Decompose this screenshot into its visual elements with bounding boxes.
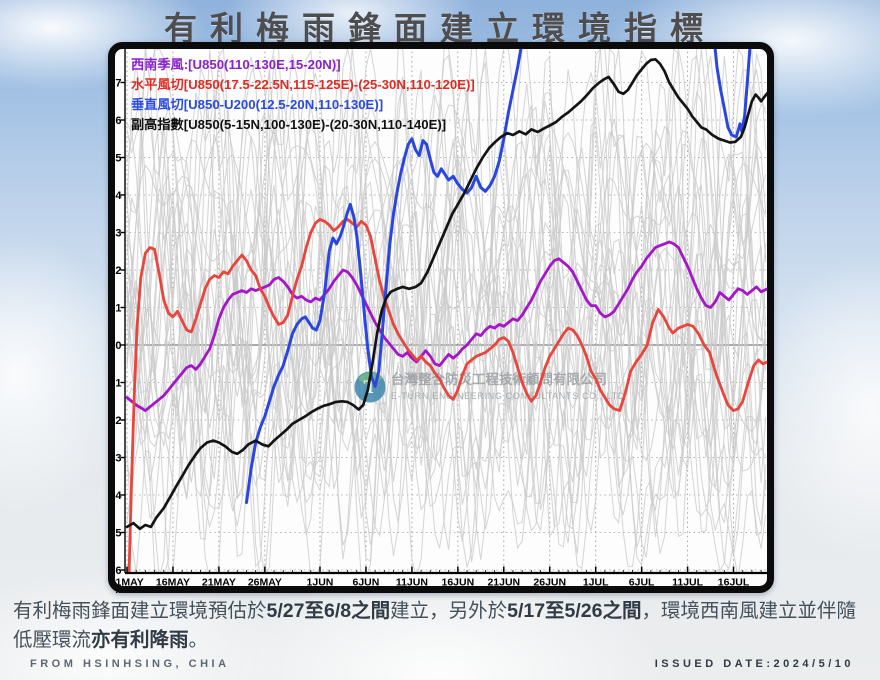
x-tick-label: 26MAY [248, 577, 282, 589]
x-tick-label: 26JUN [533, 577, 566, 589]
summary-text: 有利梅雨鋒面建立環境預估於5/27至6/8之間建立，另外於5/17至5/26之間… [13, 597, 869, 655]
index-series [125, 47, 768, 573]
y-tick-label: 2 [115, 265, 121, 277]
y-tick-label: -2 [112, 415, 122, 427]
y-tick-label: -5 [112, 527, 122, 539]
summary-highlight: 5/27至6/8之間 [266, 600, 391, 622]
y-tick-label: -6 [112, 565, 122, 577]
series-副高指數 [125, 57, 768, 531]
summary-plain: 建立，另外於 [390, 600, 508, 622]
x-tick-label: 16MAY [156, 577, 190, 589]
x-tick-label: 6JUL [629, 577, 655, 589]
issued-date: ISSUED DATE:2024/5/10 [654, 658, 854, 670]
x-tick-label: 1JUN [307, 577, 334, 589]
y-tick-label: 3 [115, 227, 121, 239]
legend-entry: 副高指數[U850(5-15N,100-130E)-(20-30N,110-14… [131, 116, 446, 132]
x-tick-label: 21MAY [202, 577, 236, 589]
series-西南季風 [125, 240, 768, 413]
x-tick-label: 6JUN [353, 577, 380, 589]
x-tick-label: 11JUN [396, 577, 428, 589]
page-title: 有利梅雨鋒面建立環境指標 [164, 10, 716, 47]
y-tick-label: 7 [115, 77, 121, 89]
legend-entry: 水平風切[U850(17.5-22.5N,115-125E)-(25-30N,1… [131, 76, 475, 92]
y-tick-label: 6 [115, 115, 121, 127]
x-tick-label: 1JUL [583, 577, 609, 589]
watermark-company-name-en: E-TURN ENGINEERING CONSULTANTS CO., LTD [391, 391, 625, 401]
chart-frame: T 台灣整合防災工程技術顧問有限公司 E-TURN ENGINEERING CONS… [108, 42, 774, 601]
legend-entry: 垂直風切[U850-U200(12.5-20N,110-130E)] [131, 96, 383, 112]
x-tick-label: 11JUL [672, 577, 704, 589]
summary-plain: 。 [188, 629, 209, 651]
y-tick-label: 1 [115, 302, 121, 314]
x-tick-label: 16JUN [441, 577, 474, 589]
y-tick-label: -4 [112, 490, 123, 502]
summary-plain: 有利梅雨鋒面建立環境預估於 [13, 600, 267, 622]
credit-text: FROM HSINHSING, CHIA [30, 658, 230, 670]
axes [120, 47, 768, 575]
summary-highlight: 亦有利降雨 [91, 629, 189, 651]
y-tick-label: 0 [115, 340, 121, 352]
series-垂直風切 [713, 47, 752, 139]
summary-highlight: 5/17至5/26之間 [507, 600, 642, 622]
watermark-company-name: 台灣整合防災工程技術顧問有限公司 [391, 371, 607, 387]
y-tick-label: 4 [115, 190, 122, 202]
summary-plain: ，環境西南風建立並伴隨低壓環流 [13, 600, 857, 651]
y-tick-label: -3 [112, 452, 122, 464]
x-tick-label: 21JUN [487, 577, 520, 589]
chart-legend: 西南季風:[U850(110-130E,15-20N)] 水平風切[U850(17… [131, 56, 475, 132]
legend-entry: 西南季風:[U850(110-130E,15-20N)] [131, 56, 341, 72]
y-tick-label: -1 [112, 377, 122, 389]
series-水平風切 [127, 217, 768, 573]
ensemble-members [126, 47, 767, 573]
x-tick-label: 16JUL [718, 577, 750, 589]
y-tick-label: 5 [115, 152, 121, 164]
